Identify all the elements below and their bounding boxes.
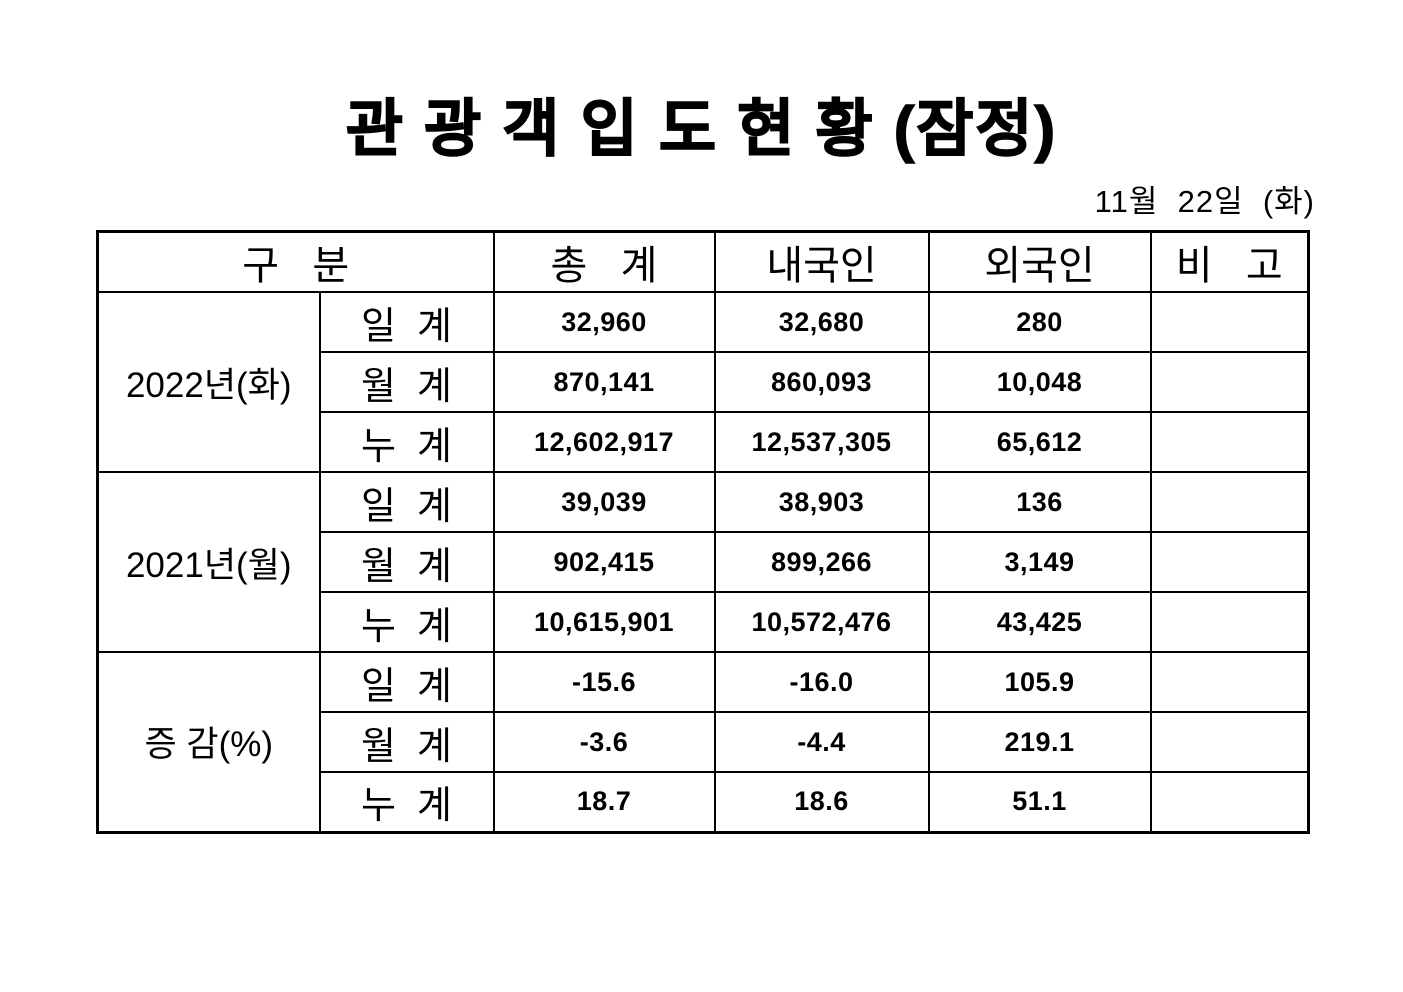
tourist-arrival-table: 구 분 총 계 내국인 외국인 비 고 2022년(화) 일 계 32,960 … xyxy=(96,230,1311,834)
sub-label: 누 계 xyxy=(318,771,495,833)
note-cell xyxy=(1149,411,1310,473)
sub-label: 월 계 xyxy=(318,531,495,593)
page-title: 관 광 객 입 도 현 황 (잠정) xyxy=(345,94,1058,165)
sub-label: 누 계 xyxy=(318,591,495,653)
note-cell xyxy=(1149,591,1310,653)
note-cell xyxy=(1149,291,1310,353)
value-total: 12,602,917 xyxy=(492,411,716,473)
header-category: 구 분 xyxy=(96,230,495,293)
value-total: -3.6 xyxy=(492,711,716,773)
header-row: 구 분 총 계 내국인 외국인 비 고 xyxy=(96,230,1310,293)
group-label-2022: 2022년(화) xyxy=(96,291,321,473)
header-foreign: 외국인 xyxy=(927,230,1152,293)
value-domestic: -16.0 xyxy=(713,651,930,713)
note-cell xyxy=(1149,351,1310,413)
value-total: 18.7 xyxy=(492,771,716,833)
value-domestic: 32,680 xyxy=(713,291,930,353)
note-cell xyxy=(1149,651,1310,713)
value-domestic: 899,266 xyxy=(713,531,930,593)
note-cell xyxy=(1149,531,1310,593)
value-foreign: 65,612 xyxy=(927,411,1152,473)
table-row: 2022년(화) 일 계 32,960 32,680 280 xyxy=(96,291,1310,473)
report-date: 11월 22일 (화) xyxy=(1094,184,1315,219)
value-foreign: 280 xyxy=(927,291,1152,353)
sub-label: 일 계 xyxy=(318,651,495,713)
value-foreign: 10,048 xyxy=(927,351,1152,413)
note-cell xyxy=(1149,471,1310,533)
note-cell xyxy=(1149,711,1310,773)
table-row: 누 계 18.7 18.6 51.1 xyxy=(98,771,1310,833)
value-foreign: 136 xyxy=(927,471,1152,533)
value-total: 902,415 xyxy=(492,531,716,593)
sub-label: 일 계 xyxy=(318,471,495,533)
table-row: 증 감(%) 일 계 -15.6 -16.0 105.9 xyxy=(96,651,1310,833)
value-foreign: 219.1 xyxy=(927,711,1152,773)
table-row: 월 계 -3.6 -4.4 219.1 xyxy=(98,711,1310,773)
value-domestic: -4.4 xyxy=(713,711,930,773)
value-domestic: 38,903 xyxy=(713,471,930,533)
sub-label: 누 계 xyxy=(318,411,495,473)
value-foreign: 3,149 xyxy=(927,531,1152,593)
sub-label: 월 계 xyxy=(318,711,495,773)
value-domestic: 18.6 xyxy=(713,771,930,833)
sub-label: 일 계 xyxy=(318,291,495,353)
header-note: 비 고 xyxy=(1149,230,1310,293)
group-label-2021: 2021년(월) xyxy=(96,471,321,653)
value-total: 10,615,901 xyxy=(492,591,716,653)
value-total: -15.6 xyxy=(492,651,716,713)
value-domestic: 860,093 xyxy=(713,351,930,413)
header-domestic: 내국인 xyxy=(713,230,930,293)
value-foreign: 105.9 xyxy=(927,651,1152,713)
table-row: 월 계 870,141 860,093 10,048 xyxy=(98,351,1310,413)
sub-label: 월 계 xyxy=(318,351,495,413)
table-row: 2021년(월) 일 계 39,039 38,903 136 xyxy=(96,471,1310,653)
value-foreign: 43,425 xyxy=(927,591,1152,653)
value-domestic: 10,572,476 xyxy=(713,591,930,653)
group-label-change: 증 감(%) xyxy=(96,651,321,833)
header-total: 총 계 xyxy=(492,230,716,293)
table-row: 누 계 12,602,917 12,537,305 65,612 xyxy=(98,411,1310,473)
note-cell xyxy=(1149,771,1310,833)
table-row: 월 계 902,415 899,266 3,149 xyxy=(98,531,1310,593)
value-total: 39,039 xyxy=(492,471,716,533)
value-total: 32,960 xyxy=(492,291,716,353)
table-row: 누 계 10,615,901 10,572,476 43,425 xyxy=(98,591,1310,653)
value-domestic: 12,537,305 xyxy=(713,411,930,473)
value-total: 870,141 xyxy=(492,351,716,413)
value-foreign: 51.1 xyxy=(927,771,1152,833)
